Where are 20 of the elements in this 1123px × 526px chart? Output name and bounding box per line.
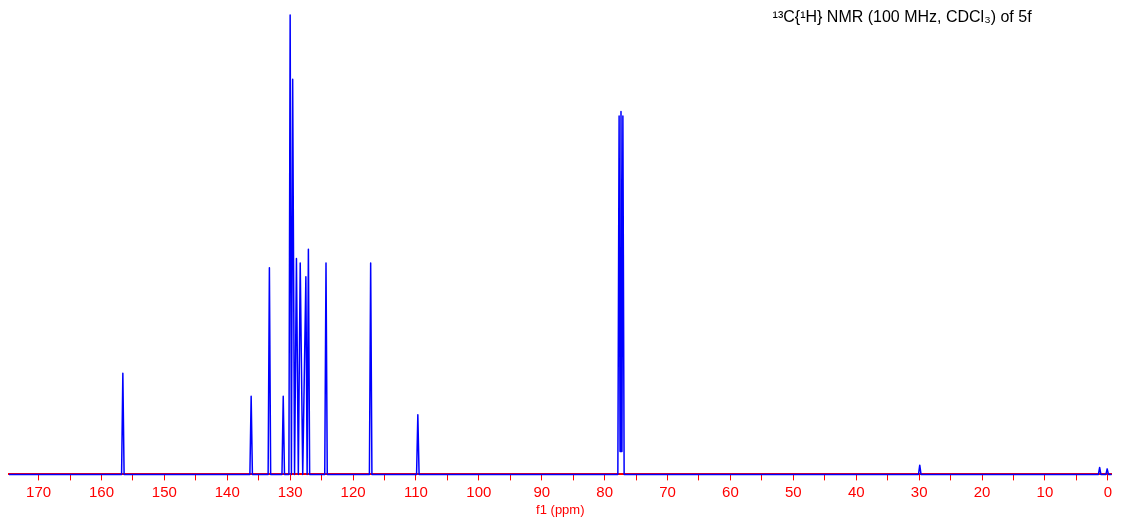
- x-tick-label: 130: [277, 482, 303, 500]
- x-tick-label: 160: [88, 482, 114, 500]
- x-tick-label: 80: [596, 482, 613, 500]
- x-tick-label: 110: [403, 482, 428, 500]
- x-tick-label: 10: [1036, 482, 1054, 500]
- x-tick-label: 140: [214, 482, 240, 500]
- x-tick-label: 20: [973, 482, 991, 500]
- x-tick-label: 150: [151, 482, 177, 500]
- x-tick-label: 60: [722, 482, 739, 500]
- x-tick-label: 0: [1103, 482, 1112, 500]
- x-tick-label: 70: [659, 482, 676, 500]
- x-tick-label: 90: [533, 482, 551, 500]
- x-tick-label: 50: [784, 482, 802, 500]
- x-tick-label: 30: [910, 482, 928, 500]
- x-tick-label: 170: [26, 482, 52, 500]
- x-tick-label: 100: [466, 482, 492, 500]
- x-tick-label: 120: [340, 482, 366, 500]
- chart-title: ¹³C{¹H} NMR (100 MHz, CDCl₃) of 5f: [772, 8, 1033, 26]
- x-tick-label: 40: [847, 482, 865, 500]
- x-axis-title: f1 (ppm): [536, 501, 585, 517]
